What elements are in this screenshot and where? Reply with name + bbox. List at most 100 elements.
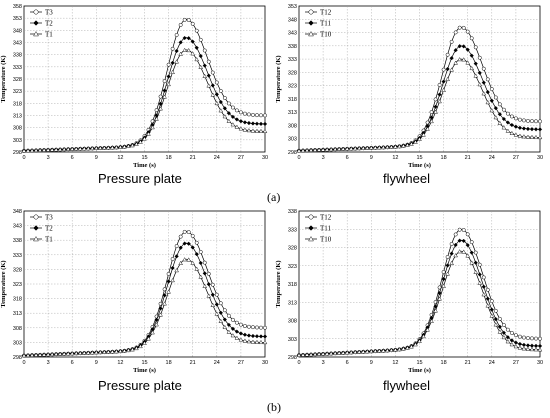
data-point-T1 <box>110 349 115 354</box>
data-point-T10 <box>517 345 523 350</box>
data-point-T1 <box>234 335 240 340</box>
data-point-T1 <box>206 293 212 298</box>
data-point-T1 <box>134 345 139 351</box>
data-point-T10 <box>381 348 386 353</box>
data-point-T3 <box>234 320 239 325</box>
data-point-T10 <box>469 65 474 71</box>
data-point-T2 <box>214 302 219 307</box>
data-point-T3 <box>242 323 247 328</box>
data-point-T12 <box>453 232 458 237</box>
y-tick-label: 323 <box>288 264 297 270</box>
data-point-T1 <box>122 144 127 149</box>
data-point-T10 <box>336 146 342 151</box>
data-point-T11 <box>533 127 539 132</box>
data-point-T2 <box>154 317 159 322</box>
data-point-T10 <box>533 134 539 140</box>
y-tick-label: 298 <box>13 355 22 361</box>
data-point-T10 <box>369 145 374 150</box>
data-point-T1 <box>166 81 171 87</box>
data-point-T2 <box>166 74 171 79</box>
legend-label-T12: T12 <box>320 9 332 17</box>
data-point-T1 <box>118 144 123 149</box>
data-point-T10 <box>497 329 503 334</box>
data-point-T10 <box>336 350 342 355</box>
data-point-T10 <box>397 347 402 352</box>
data-point-T1 <box>250 128 256 133</box>
data-point-T3 <box>198 250 203 254</box>
data-point-T1 <box>45 147 51 152</box>
x-axis-label: Time (s) <box>133 162 156 169</box>
data-point-T10 <box>533 347 539 352</box>
data-point-T1 <box>65 351 71 356</box>
data-point-T12 <box>485 77 490 82</box>
data-point-T10 <box>461 57 466 62</box>
y-tick-label: 318 <box>13 297 22 303</box>
x-tick-label: 3 <box>322 155 325 161</box>
data-point-T2 <box>174 48 179 54</box>
y-tick-label: 333 <box>288 227 297 233</box>
data-point-T1 <box>210 92 216 97</box>
x-tick-label: 30 <box>262 360 268 366</box>
data-point-T10 <box>369 349 374 354</box>
data-point-T1 <box>81 146 87 151</box>
data-point-T10 <box>417 338 422 343</box>
data-point-T3 <box>246 324 251 329</box>
y-tick-label: 328 <box>288 246 297 252</box>
data-point-T3 <box>182 229 187 234</box>
x-axis-label: Time (s) <box>408 367 431 374</box>
data-point-T1 <box>21 353 27 358</box>
data-point-T1 <box>150 330 155 335</box>
data-point-T11 <box>449 56 454 61</box>
legend-label-T11: T11 <box>320 20 332 28</box>
data-point-T12 <box>429 110 434 115</box>
data-point-T3 <box>238 322 243 327</box>
y-tick-label: 338 <box>288 209 297 215</box>
data-point-T10 <box>477 82 483 87</box>
data-point-T2 <box>234 117 239 122</box>
data-point-T2 <box>258 334 264 339</box>
data-point-T2 <box>262 334 268 339</box>
data-point-T12 <box>517 117 522 122</box>
data-point-T10 <box>445 271 450 276</box>
data-point-T1 <box>33 352 39 357</box>
data-point-T2 <box>234 329 239 334</box>
data-point-T10 <box>449 67 454 72</box>
data-point-T10 <box>449 260 454 265</box>
x-tick-label: 12 <box>392 360 398 366</box>
data-point-T10 <box>421 132 426 137</box>
data-point-T1 <box>182 47 187 52</box>
data-point-T12 <box>526 118 530 123</box>
x-tick-label: 18 <box>441 360 447 366</box>
data-point-T2 <box>238 331 244 336</box>
data-point-T10 <box>401 346 406 351</box>
x-tick-label: 12 <box>117 155 123 161</box>
data-point-T2 <box>166 279 171 284</box>
data-point-T1 <box>41 352 47 357</box>
x-tick-label: 0 <box>22 360 25 366</box>
data-point-T1 <box>81 350 87 355</box>
data-point-T11 <box>529 127 535 132</box>
data-point-T3 <box>166 62 171 67</box>
data-point-T2 <box>226 322 231 327</box>
data-point-T12 <box>534 119 538 124</box>
data-point-T10 <box>405 345 410 350</box>
data-point-T10 <box>433 308 438 313</box>
data-point-T1 <box>90 350 95 355</box>
data-point-T10 <box>481 91 487 96</box>
data-point-T2 <box>238 119 244 124</box>
y-tick-label: 313 <box>13 311 22 317</box>
y-tick-label: 298 <box>288 150 297 156</box>
data-point-T1 <box>57 351 63 356</box>
y-axis-label: Temperature (K) <box>275 55 282 102</box>
x-tick-label: 3 <box>47 360 50 366</box>
data-point-T1 <box>25 148 31 153</box>
data-point-T1 <box>138 139 143 144</box>
data-point-T12 <box>465 29 470 34</box>
data-point-T11 <box>497 112 502 117</box>
y-tick-label: 333 <box>13 65 22 71</box>
data-point-T10 <box>324 147 330 152</box>
data-point-T11 <box>461 44 466 49</box>
x-tick-label: 24 <box>489 155 495 161</box>
y-tick-label: 338 <box>288 44 297 50</box>
data-point-T10 <box>296 148 302 153</box>
